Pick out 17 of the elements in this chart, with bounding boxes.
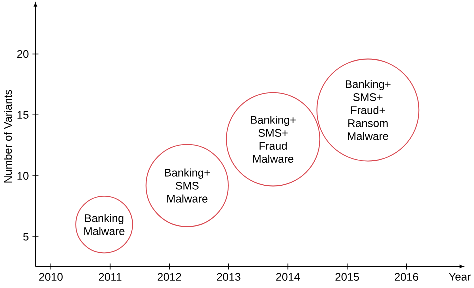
x-tick-label: 2016 <box>394 273 418 282</box>
x-tick-label: 2012 <box>158 273 182 282</box>
annotation: Banking Malware <box>84 214 125 236</box>
annotation: Banking+ SMS Malware <box>165 168 210 203</box>
x-tick-label: 2011 <box>99 273 122 282</box>
annotation: Banking+ SMS+ Fraud+ Ransom Malware <box>346 80 391 140</box>
x-axis-title: Year <box>449 273 471 281</box>
y-tick-label: 10 <box>18 172 29 180</box>
x-tick-label: 2014 <box>276 273 300 282</box>
x-tick-label: 2010 <box>39 273 63 282</box>
x-tick-label: 2013 <box>217 273 241 282</box>
x-tick-label: 2015 <box>336 273 360 282</box>
y-axis-title: Number of Variants <box>4 90 12 183</box>
y-tick-label: 15 <box>18 111 29 119</box>
y-tick-label: 5 <box>24 233 29 241</box>
y-tick-label: 20 <box>17 50 29 58</box>
annotation: Banking+ SMS+ Fraud Malware <box>251 116 296 164</box>
